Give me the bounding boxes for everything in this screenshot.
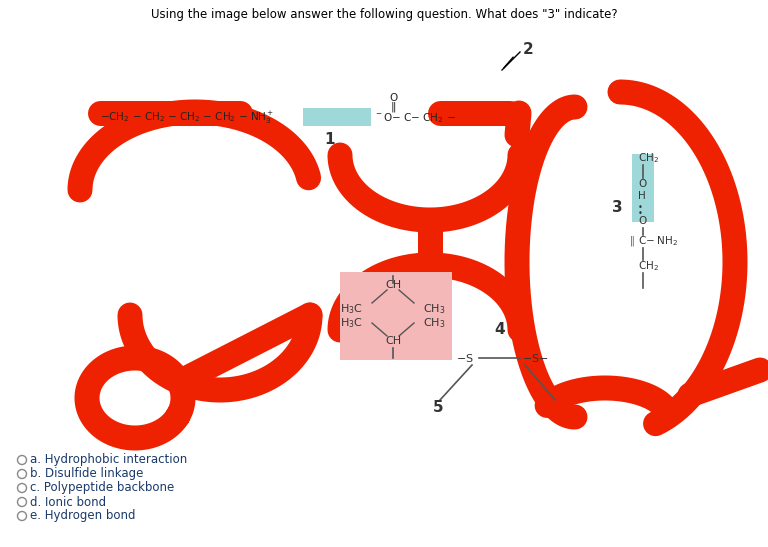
Bar — [340, 272, 452, 360]
Text: e. Hydrogen bond: e. Hydrogen bond — [30, 509, 135, 522]
Text: CH$_3$: CH$_3$ — [423, 316, 445, 330]
Text: CH: CH — [385, 280, 401, 290]
Text: Using the image below answer the following question. What does "3" indicate?: Using the image below answer the followi… — [151, 8, 617, 21]
Text: 1: 1 — [325, 132, 336, 148]
Text: 3: 3 — [612, 200, 623, 214]
Text: CH$_3$: CH$_3$ — [423, 302, 445, 316]
Text: 2: 2 — [523, 42, 534, 56]
Bar — [632, 154, 654, 222]
Text: b. Disulfide linkage: b. Disulfide linkage — [30, 468, 144, 480]
Text: CH$_2$: CH$_2$ — [638, 259, 659, 273]
Text: ‖: ‖ — [630, 236, 635, 246]
Text: ‖: ‖ — [390, 102, 396, 112]
Text: CH$_2$: CH$_2$ — [638, 151, 659, 165]
Text: $-$S$-$: $-$S$-$ — [522, 352, 548, 364]
Text: 4: 4 — [495, 323, 505, 337]
Text: C: C — [638, 236, 645, 246]
Text: $-$S: $-$S — [456, 352, 474, 364]
Bar — [303, 108, 371, 126]
Text: $-$ NH$_2$: $-$ NH$_2$ — [645, 234, 678, 248]
Text: H$_3$C: H$_3$C — [340, 316, 363, 330]
Text: 5: 5 — [432, 400, 443, 416]
Text: H: H — [638, 191, 646, 201]
Text: a. Hydrophobic interaction: a. Hydrophobic interaction — [30, 453, 187, 467]
Text: d. Ionic bond: d. Ionic bond — [30, 496, 106, 509]
Text: $^-$O$-$ C$-$ CH$_2$ $-$: $^-$O$-$ C$-$ CH$_2$ $-$ — [374, 111, 455, 125]
Text: O: O — [638, 179, 646, 189]
Text: $-$CH$_2$ $-$ CH$_2$ $-$ CH$_2$ $-$ CH$_2$ $-$ NH$_3^+$: $-$CH$_2$ $-$ CH$_2$ $-$ CH$_2$ $-$ CH$_… — [100, 110, 274, 126]
Text: O: O — [389, 93, 397, 103]
Text: •: • — [637, 210, 643, 218]
Text: CH: CH — [385, 336, 401, 346]
Text: H$_3$C: H$_3$C — [340, 302, 363, 316]
Text: c. Polypeptide backbone: c. Polypeptide backbone — [30, 481, 174, 494]
Text: •: • — [637, 202, 643, 212]
Text: O: O — [638, 216, 646, 226]
